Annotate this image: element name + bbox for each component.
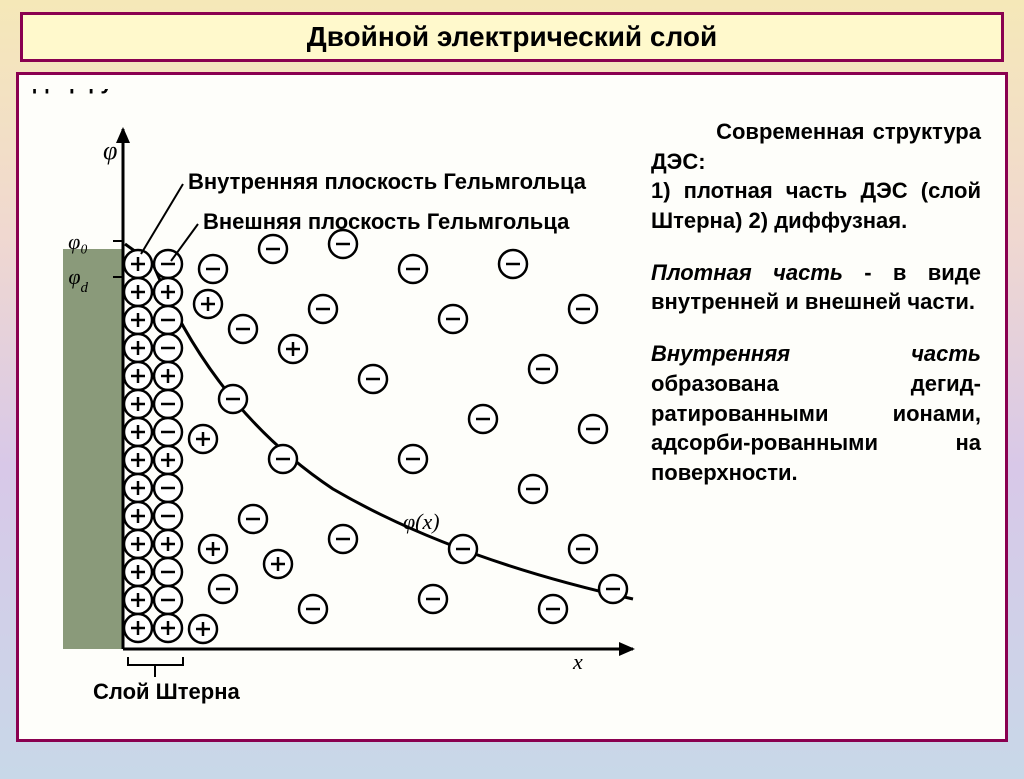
- content-frame: φφ₀φdxСлой ШтернаВнутренняя плоскость Ге…: [16, 72, 1008, 742]
- slide-title: Двойной электрический слой: [307, 21, 717, 52]
- title-bar: Двойной электрический слой: [20, 12, 1004, 62]
- desc-p1: Современная структура ДЭС: 1) плотная ча…: [651, 117, 981, 236]
- svg-text:Внешняя плоскость Гельмгольца: Внешняя плоскость Гельмгольца: [203, 209, 570, 234]
- svg-text:x: x: [572, 649, 583, 674]
- svg-text:Слой Штерна: Слой Штерна: [93, 679, 240, 704]
- svg-text:φ(x): φ(x): [403, 509, 440, 534]
- desc-p3: Внутренняя часть образована дегид-ратиро…: [651, 339, 981, 487]
- svg-text:φ: φ: [103, 136, 117, 165]
- p2a: Плотная часть: [651, 260, 843, 285]
- description-panel: Современная структура ДЭС: 1) плотная ча…: [641, 89, 991, 516]
- diagram-svg: φφ₀φdxСлой ШтернаВнутренняя плоскость Ге…: [33, 89, 653, 709]
- svg-text:φ₀: φ₀: [68, 229, 88, 254]
- p1a: Современная структура ДЭС:: [651, 119, 981, 174]
- p3b: образована дегид-ратированными ионами, а…: [651, 371, 981, 485]
- p1b: 1) плотная часть ДЭС (слой Штерна) 2) ди…: [651, 178, 981, 233]
- desc-p2: Плотная часть - в виде внутренней и внеш…: [651, 258, 981, 317]
- p3a: Внутренняя часть: [651, 341, 981, 366]
- diagram: φφ₀φdxСлой ШтернаВнутренняя плоскость Ге…: [33, 89, 653, 709]
- svg-text:Внутренняя плоскость Гельмголь: Внутренняя плоскость Гельмгольца: [188, 169, 587, 194]
- svg-text:Диффузный слой: Диффузный слой: [33, 89, 228, 94]
